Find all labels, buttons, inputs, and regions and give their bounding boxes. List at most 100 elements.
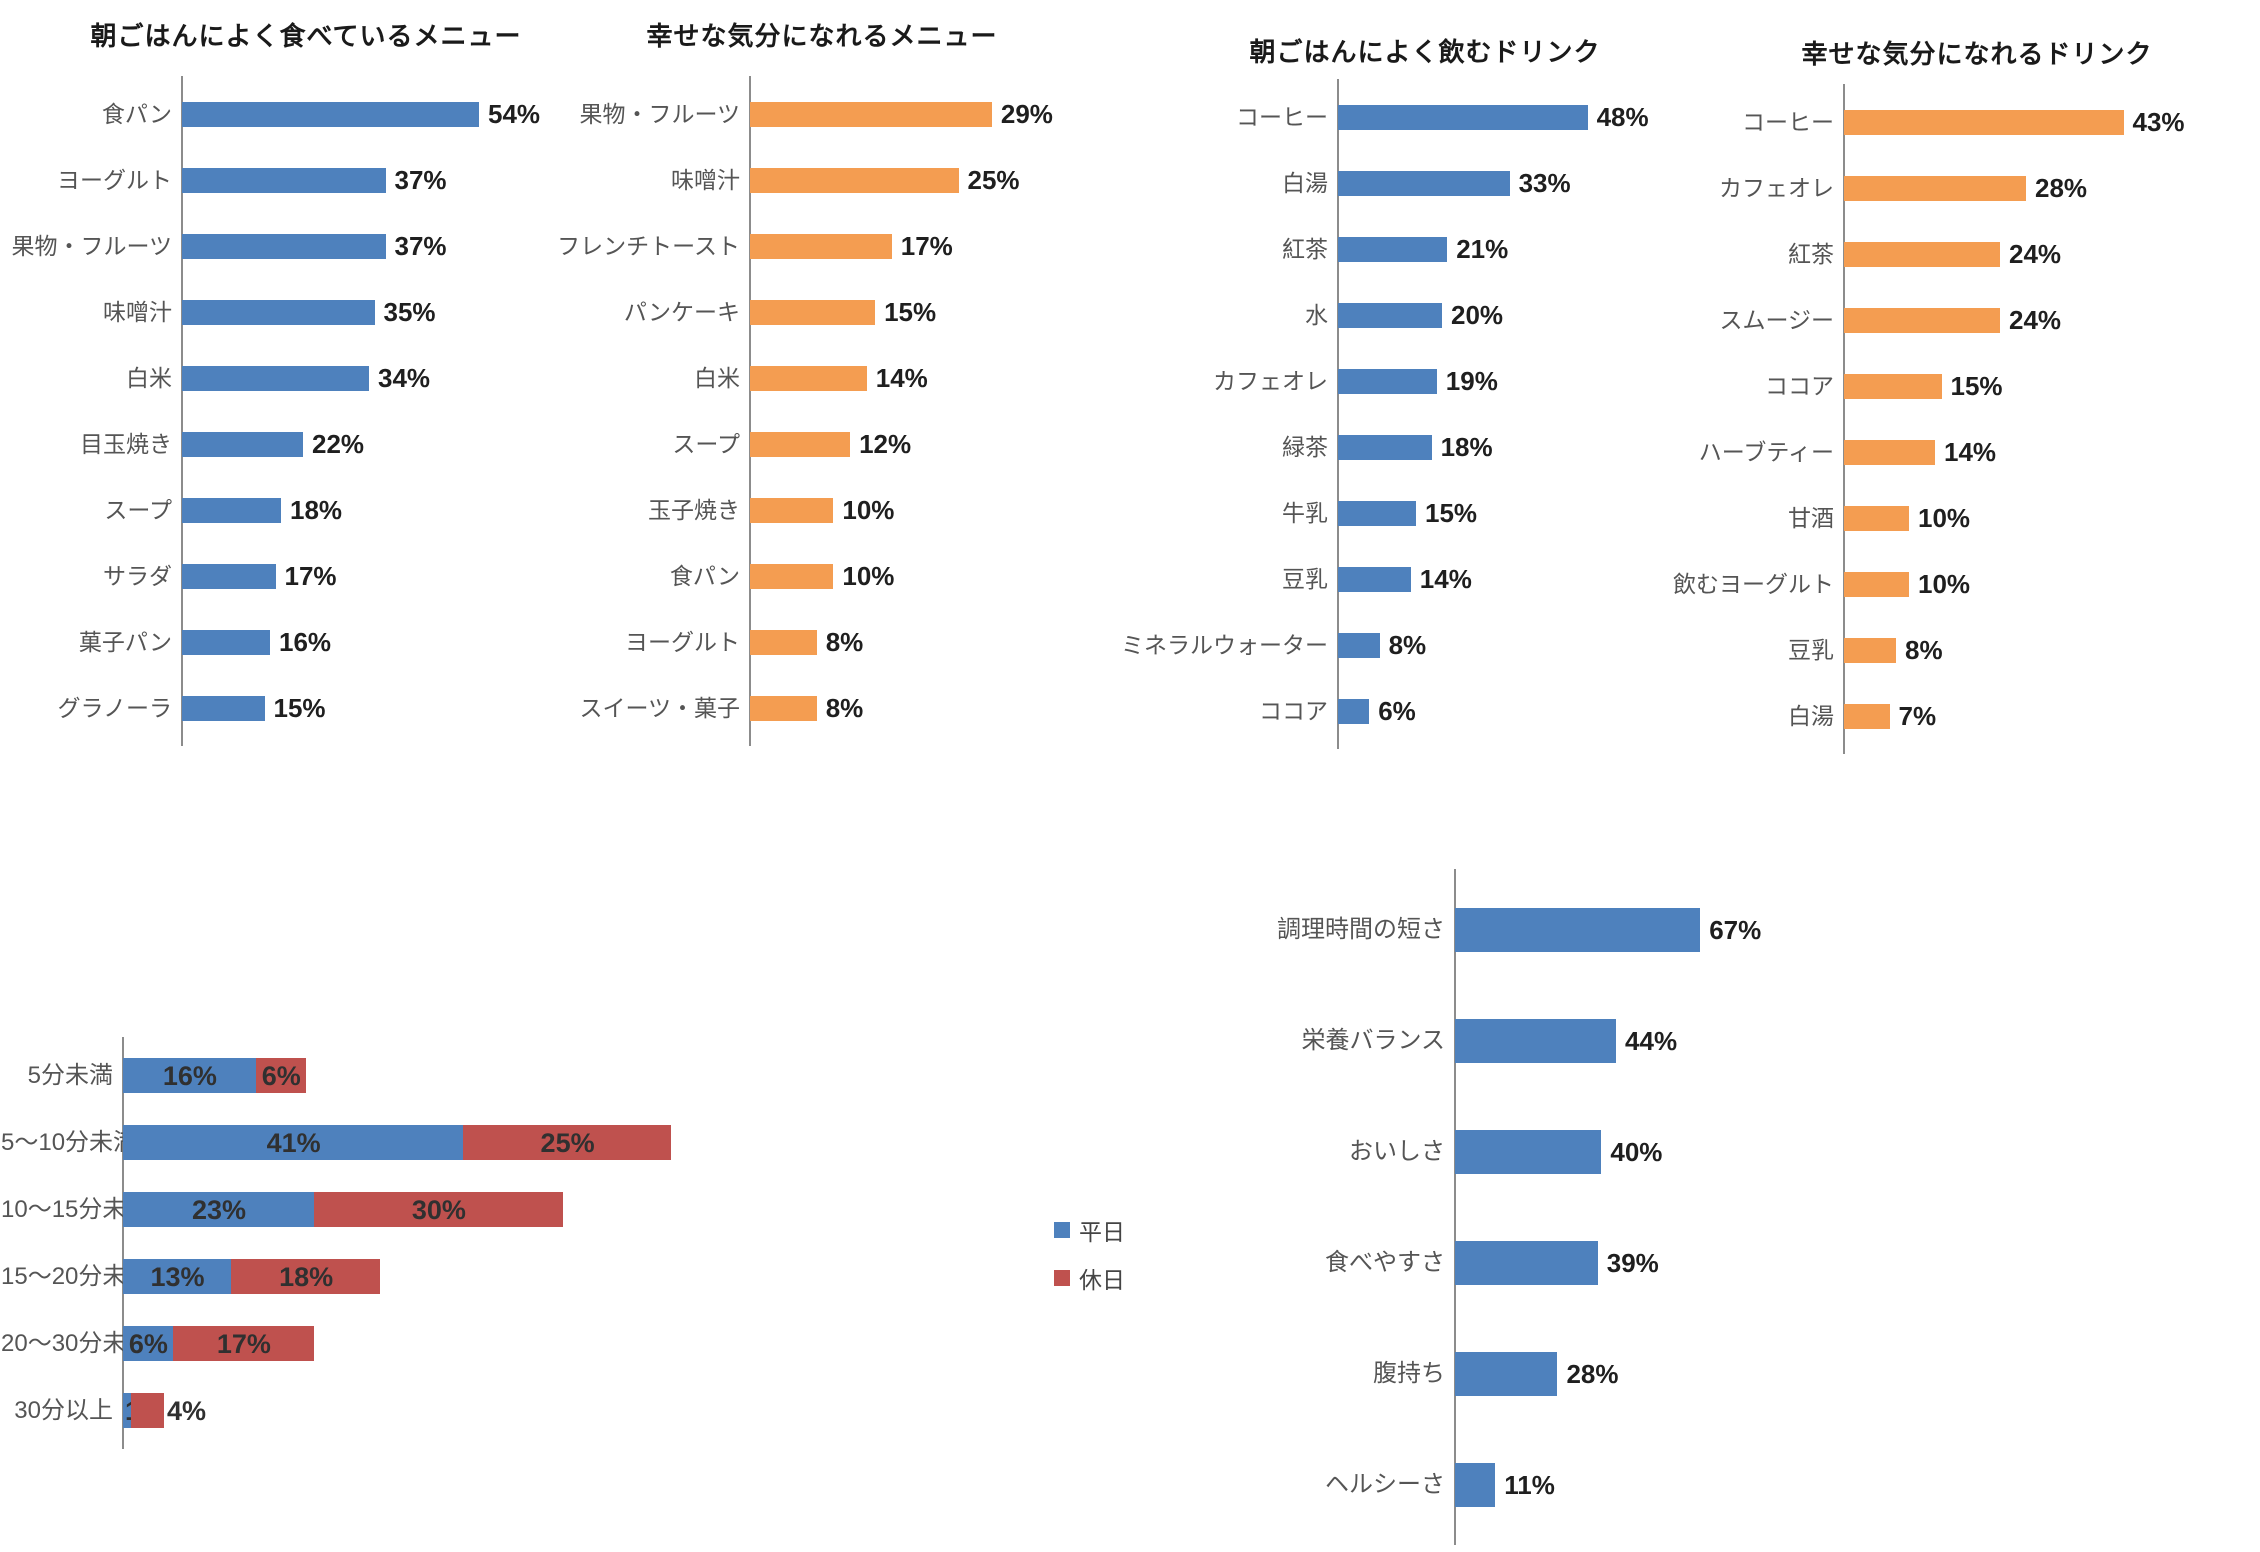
bar-cooking-time-休日	[255, 1058, 306, 1093]
bar-happy-menu	[750, 167, 959, 193]
bar-happy-drink	[1844, 637, 1896, 663]
bar-breakfast-menu	[182, 497, 281, 523]
category-label-breakfast-menu: 白米	[126, 365, 172, 391]
bar-cooking-time-平日	[123, 1326, 173, 1361]
bar-happy-drink	[1844, 703, 1890, 729]
category-label-happy-drink: ココア	[1765, 373, 1834, 399]
value-label-happy-drink: 8%	[1905, 635, 1943, 665]
value-label-happy-menu: 14%	[875, 363, 928, 393]
category-label-breakfast-drink: 牛乳	[1282, 500, 1328, 526]
value-label-breakfast-menu: 17%	[284, 561, 337, 591]
stacked-value-label-平日: 16%	[162, 1060, 217, 1091]
category-label-happy-drink: 飲むヨーグルト	[1673, 571, 1834, 597]
stacked-value-label-休日: 4%	[167, 1395, 207, 1426]
cooking-time-legend: 平日 休日	[1054, 1214, 1125, 1310]
category-label-breakfast-drink: 水	[1305, 302, 1328, 328]
category-label-breakfast-menu: 果物・フルーツ	[11, 233, 172, 259]
value-label-breakfast-reasons: 39%	[1606, 1247, 1659, 1278]
bar-cooking-time-平日	[123, 1259, 231, 1294]
category-label-happy-menu: スイーツ・菓子	[579, 695, 740, 721]
axis-line-happy-menu	[749, 76, 751, 746]
category-label-happy-menu: スープ	[672, 431, 740, 457]
category-label-happy-menu: 白米	[694, 365, 740, 391]
value-label-breakfast-drink: 21%	[1456, 234, 1509, 264]
value-label-breakfast-menu: 22%	[312, 429, 365, 459]
value-label-happy-drink: 15%	[1950, 371, 2003, 401]
bar-happy-drink	[1844, 505, 1909, 531]
category-label-cooking-time: 15〜20分未満	[1, 1262, 151, 1290]
value-label-breakfast-menu: 16%	[279, 627, 332, 657]
value-label-happy-drink: 10%	[1918, 569, 1971, 599]
bar-breakfast-menu	[182, 299, 375, 325]
value-label-happy-menu: 8%	[825, 627, 864, 657]
category-label-breakfast-drink: 豆乳	[1282, 566, 1328, 592]
bar-happy-menu	[750, 299, 876, 325]
bar-cooking-time-休日	[463, 1125, 671, 1160]
stacked-value-label-平日: 13%	[150, 1261, 205, 1292]
bar-breakfast-menu	[182, 365, 369, 391]
value-label-breakfast-drink: 6%	[1378, 696, 1416, 726]
chart-title-happy-drink: 幸せな気分になれるドリンク	[1801, 39, 2153, 69]
value-label-happy-drink: 14%	[1944, 437, 1997, 467]
category-label-breakfast-drink: 白湯	[1282, 170, 1328, 196]
value-label-happy-menu: 8%	[825, 693, 864, 723]
category-label-happy-drink: 豆乳	[1788, 637, 1834, 663]
bar-breakfast-drink	[1338, 632, 1380, 658]
bar-happy-menu	[750, 431, 851, 457]
category-label-breakfast-reasons: ヘルシーさ	[1325, 1470, 1445, 1498]
category-label-happy-menu: ヨーグルト	[625, 629, 740, 655]
axis-line-cooking-time	[122, 1037, 124, 1449]
bar-breakfast-reasons	[1455, 1018, 1617, 1063]
bar-cooking-time-平日	[123, 1058, 256, 1093]
weekday-swatch-icon	[1054, 1222, 1070, 1238]
value-label-breakfast-menu: 54%	[488, 99, 541, 129]
axis-line-breakfast-reasons	[1454, 869, 1456, 1545]
bar-cooking-time-休日	[172, 1326, 314, 1361]
bar-happy-menu	[750, 695, 817, 721]
bar-happy-drink	[1844, 439, 1935, 465]
category-label-happy-menu: 味噌汁	[671, 167, 740, 193]
value-label-breakfast-drink: 48%	[1596, 102, 1649, 132]
value-label-breakfast-menu: 15%	[273, 693, 326, 723]
bar-breakfast-drink	[1338, 368, 1437, 394]
value-label-happy-menu: 10%	[842, 561, 895, 591]
holiday-swatch-icon	[1054, 1270, 1070, 1286]
value-label-breakfast-drink: 8%	[1388, 630, 1427, 660]
category-label-breakfast-menu: 味噌汁	[103, 299, 172, 325]
category-label-breakfast-reasons: 栄養バランス	[1301, 1026, 1445, 1054]
bar-breakfast-drink	[1338, 104, 1588, 130]
value-label-breakfast-menu: 37%	[394, 165, 447, 195]
bar-happy-drink	[1844, 109, 2124, 135]
stacked-value-label-休日: 25%	[540, 1127, 595, 1158]
value-label-breakfast-reasons: 28%	[1566, 1358, 1619, 1389]
stacked-value-label-休日: 6%	[261, 1060, 301, 1091]
bar-cooking-time-平日	[123, 1393, 132, 1428]
category-label-happy-drink: コーヒー	[1742, 109, 1834, 135]
value-label-breakfast-reasons: 40%	[1610, 1136, 1663, 1167]
bar-breakfast-menu	[182, 167, 386, 193]
bar-happy-menu	[750, 563, 834, 589]
category-label-breakfast-drink: 緑茶	[1282, 434, 1328, 460]
category-label-breakfast-reasons: 調理時間の短さ	[1277, 915, 1445, 943]
category-label-breakfast-menu: 菓子パン	[78, 629, 172, 655]
bar-breakfast-reasons	[1455, 1351, 1558, 1396]
value-label-happy-menu: 17%	[900, 231, 953, 261]
value-label-happy-drink: 24%	[2009, 239, 2062, 269]
value-label-breakfast-drink: 14%	[1419, 564, 1472, 594]
value-label-breakfast-drink: 20%	[1451, 300, 1504, 330]
value-label-breakfast-reasons: 67%	[1709, 914, 1762, 945]
axis-line-breakfast-menu	[181, 76, 183, 746]
bar-happy-drink	[1844, 373, 1942, 399]
bar-breakfast-menu	[182, 101, 479, 127]
stacked-value-label-休日: 30%	[411, 1194, 466, 1225]
bar-breakfast-drink	[1338, 434, 1432, 460]
category-label-happy-drink: 甘酒	[1788, 505, 1834, 531]
value-label-happy-menu: 10%	[842, 495, 895, 525]
legend-item-holiday: 休日	[1054, 1262, 1125, 1294]
bar-breakfast-menu	[182, 563, 276, 589]
bar-happy-menu	[750, 233, 892, 259]
bar-cooking-time-休日	[131, 1393, 165, 1428]
category-label-cooking-time: 30分以上	[14, 1396, 113, 1424]
value-label-breakfast-drink: 15%	[1425, 498, 1478, 528]
